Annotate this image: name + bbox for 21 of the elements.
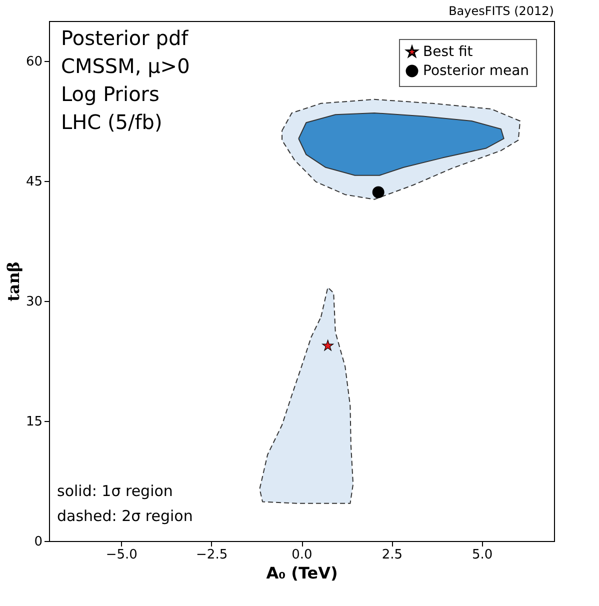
annotation: dashed: 2σ region bbox=[57, 507, 193, 525]
y-tick-label: 60 bbox=[26, 54, 42, 70]
y-tick-label: 15 bbox=[26, 414, 42, 430]
y-axis-title: tanβ bbox=[4, 261, 23, 302]
annotation: Posterior pdf bbox=[61, 26, 190, 50]
text: BayesFITS (2012) bbox=[448, 4, 554, 18]
x-tick-label: −2.5 bbox=[196, 548, 228, 562]
y-tick-label: 45 bbox=[26, 174, 42, 190]
annotation: CMSSM, μ>0 bbox=[61, 54, 190, 78]
x-tick-label: 5.0 bbox=[472, 548, 493, 562]
legend-label: Best fit bbox=[423, 44, 474, 60]
x-tick-label: −5.0 bbox=[106, 548, 138, 562]
annotation: LHC (5/fb) bbox=[61, 110, 162, 134]
legend-label: Posterior mean bbox=[423, 63, 530, 79]
annotation: Log Priors bbox=[61, 82, 160, 106]
annotation: solid: 1σ region bbox=[57, 482, 173, 500]
x-tick-label: 0.0 bbox=[292, 548, 312, 562]
y-tick-label: 30 bbox=[26, 294, 42, 310]
x-tick-label: 2.5 bbox=[382, 548, 403, 562]
y-tick-label: 0 bbox=[34, 534, 42, 550]
x-axis-title: A₀ (TeV) bbox=[266, 564, 338, 582]
